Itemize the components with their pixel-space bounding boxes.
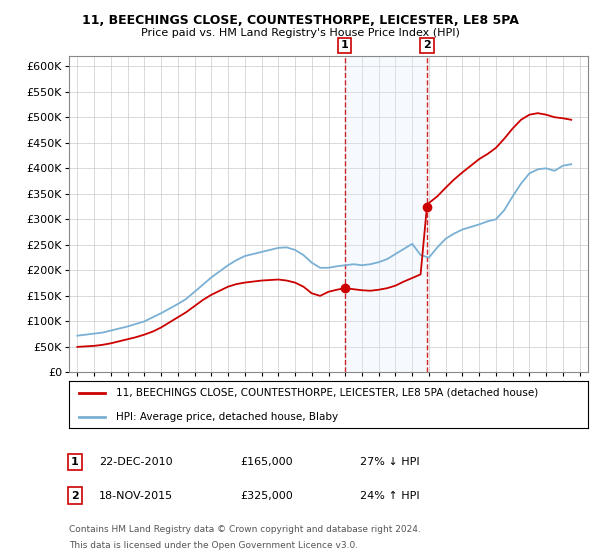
Text: 11, BEECHINGS CLOSE, COUNTESTHORPE, LEICESTER, LE8 5PA: 11, BEECHINGS CLOSE, COUNTESTHORPE, LEIC… — [82, 14, 518, 27]
Text: 18-NOV-2015: 18-NOV-2015 — [99, 491, 173, 501]
Text: 22-DEC-2010: 22-DEC-2010 — [99, 457, 173, 467]
Text: £165,000: £165,000 — [240, 457, 293, 467]
Text: 27% ↓ HPI: 27% ↓ HPI — [360, 457, 419, 467]
Text: Price paid vs. HM Land Registry's House Price Index (HPI): Price paid vs. HM Land Registry's House … — [140, 28, 460, 38]
Text: This data is licensed under the Open Government Licence v3.0.: This data is licensed under the Open Gov… — [69, 542, 358, 550]
Text: 24% ↑ HPI: 24% ↑ HPI — [360, 491, 419, 501]
Text: Contains HM Land Registry data © Crown copyright and database right 2024.: Contains HM Land Registry data © Crown c… — [69, 525, 421, 534]
Text: 1: 1 — [341, 40, 349, 50]
Text: £325,000: £325,000 — [240, 491, 293, 501]
Bar — [345, 56, 427, 372]
Text: 2: 2 — [71, 491, 79, 501]
Text: 2: 2 — [423, 40, 431, 50]
Text: HPI: Average price, detached house, Blaby: HPI: Average price, detached house, Blab… — [116, 412, 338, 422]
Text: 11, BEECHINGS CLOSE, COUNTESTHORPE, LEICESTER, LE8 5PA (detached house): 11, BEECHINGS CLOSE, COUNTESTHORPE, LEIC… — [116, 388, 538, 398]
Text: 1: 1 — [71, 457, 79, 467]
